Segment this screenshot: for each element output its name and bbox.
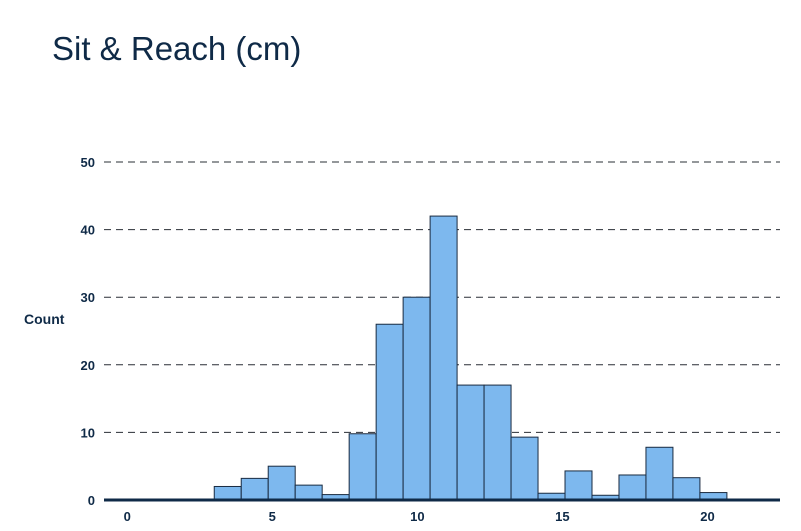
y-tick-label: 40 <box>81 223 95 238</box>
x-tick-label: 5 <box>269 509 276 524</box>
axes: 0 10 20 30 40 50 0 5 10 15 20 <box>81 155 780 524</box>
histogram-bar <box>267 465 296 501</box>
y-tick-label: 50 <box>81 155 95 170</box>
histogram-bar <box>375 323 404 501</box>
histogram-bar <box>483 384 512 501</box>
y-tick-label: 30 <box>81 290 95 305</box>
histogram-bar <box>240 477 269 501</box>
x-tick-label: 20 <box>700 509 714 524</box>
histogram-bar <box>672 477 701 501</box>
histogram-bar <box>618 474 647 501</box>
histogram-bar <box>645 446 674 501</box>
y-tick-label: 20 <box>81 358 95 373</box>
y-tick-label: 0 <box>88 493 95 508</box>
histogram-bar <box>429 215 458 501</box>
histogram-bar <box>564 470 593 501</box>
chart-title: Sit & Reach (cm) <box>52 30 302 67</box>
histogram-bar <box>348 433 377 501</box>
histogram-bar <box>213 485 242 501</box>
y-axis-label: Count <box>24 311 65 327</box>
x-tick-label: 10 <box>410 509 424 524</box>
x-tick-label: 15 <box>555 509 569 524</box>
histogram-bar <box>402 296 431 501</box>
y-tick-label: 10 <box>81 425 95 440</box>
histogram-bar <box>294 484 323 501</box>
histogram-bar <box>456 384 485 501</box>
histogram-bars <box>213 215 728 501</box>
x-tick-label: 0 <box>124 509 131 524</box>
histogram-bar <box>510 436 539 501</box>
